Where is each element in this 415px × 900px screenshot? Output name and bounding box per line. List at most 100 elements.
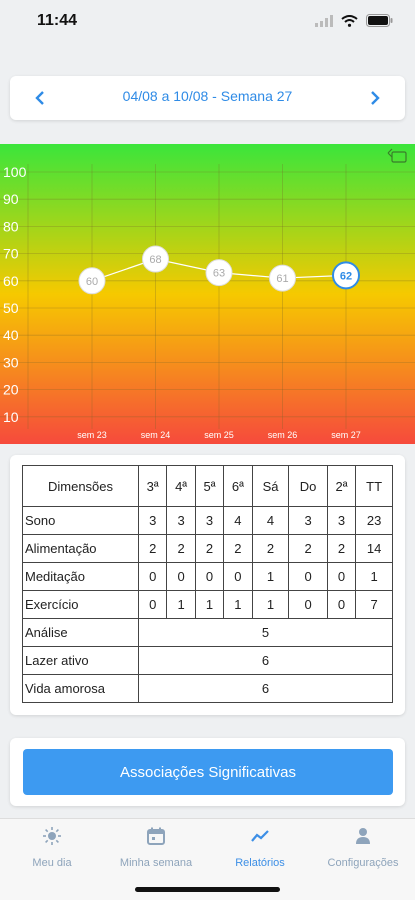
table-cell: 0 [194, 562, 225, 591]
row-label: Meditação [22, 562, 139, 591]
tab-meu-dia[interactable]: Meu dia [2, 825, 102, 869]
dimensions-card: Dimensões 3ª 4ª 5ª 6ª Sá Do 2ª TT Sono 3… [10, 455, 405, 715]
chevron-left-icon [35, 91, 44, 105]
home-indicator [135, 887, 280, 892]
table-cell: 2 [251, 534, 290, 563]
wifi-icon [341, 14, 358, 32]
data-point[interactable] [332, 261, 360, 290]
x-tick-label: sem 27 [331, 430, 361, 440]
week-navigator: 04/08 a 10/08 - Semana 27 [10, 76, 405, 120]
day-header: 3ª [137, 465, 168, 507]
data-point[interactable] [269, 264, 296, 292]
table-row: Sono 3 3 3 4 4 3 3 23 [22, 506, 393, 535]
table-cell: 0 [137, 562, 168, 591]
table-cell: 1 [251, 590, 290, 619]
dimensions-table: Dimensões 3ª 4ª 5ª 6ª Sá Do 2ª TT Sono 3… [22, 465, 393, 703]
data-label: 62 [340, 270, 352, 282]
table-cell: 2 [166, 534, 196, 563]
tab-relatorios[interactable]: Relatórios [210, 825, 310, 869]
next-week-button[interactable] [353, 76, 397, 120]
status-bar: 11:44 [0, 0, 415, 46]
y-tick-label: 30 [3, 354, 19, 370]
dimensions-header: Dimensões [22, 465, 139, 507]
y-tick-label: 70 [3, 246, 19, 262]
tab-minha-semana[interactable]: Minha semana [106, 825, 206, 869]
row-label: Exercício [22, 590, 139, 619]
table-cell: 0 [326, 562, 357, 591]
table-cell: 0 [288, 562, 328, 591]
tab-configuracoes[interactable]: Configurações [313, 825, 413, 869]
row-label: Sono [22, 506, 139, 535]
data-label: 63 [213, 268, 225, 280]
day-header: Do [288, 465, 328, 507]
row-label: Lazer ativo [22, 646, 139, 675]
table-cell: 1 [194, 590, 225, 619]
weekly-value-cell: 6 [138, 674, 393, 703]
table-cell: 1 [355, 562, 393, 591]
chart-svg: 10 20 30 40 50 60 70 80 90 100 sem 23 sem 24 sem 25… [0, 144, 415, 444]
table-cell: 2 [326, 534, 357, 563]
calendar-icon [106, 825, 206, 847]
table-row: Análise 5 [22, 618, 393, 647]
table-cell: 7 [355, 590, 393, 619]
tab-label: Relatórios [235, 857, 285, 869]
tab-bar: Meu dia Minha semana Relatórios Configur… [0, 818, 415, 900]
y-tick-label: 40 [3, 327, 19, 343]
table-cell: 3 [288, 506, 328, 535]
weekly-value-cell: 5 [138, 618, 393, 647]
weekly-value-cell: 6 [138, 646, 393, 675]
data-label: 61 [276, 273, 288, 285]
data-point[interactable] [142, 245, 169, 273]
y-tick-label: 60 [3, 273, 19, 289]
table-cell: 1 [251, 562, 290, 591]
total-header: TT [355, 465, 393, 507]
rotate-screen-icon[interactable] [387, 148, 407, 163]
status-icons [315, 14, 393, 32]
table-cell: 14 [355, 534, 393, 563]
x-tick-label: sem 25 [204, 430, 234, 440]
table-cell: 0 [166, 562, 196, 591]
data-label: 60 [86, 276, 98, 288]
y-tick-label: 50 [3, 300, 19, 316]
data-point[interactable] [78, 267, 106, 295]
table-row: Vida amorosa 6 [22, 674, 393, 703]
data-point[interactable] [205, 259, 233, 287]
table-header-row: Dimensões 3ª 4ª 5ª 6ª Sá Do 2ª TT [22, 465, 393, 507]
table-row: Exercício 0 1 1 1 1 0 0 7 [22, 590, 393, 619]
table-cell: 4 [223, 506, 253, 535]
person-icon [313, 825, 413, 847]
table-row: Meditação 0 0 0 0 1 0 0 1 [22, 562, 393, 591]
previous-week-button[interactable] [18, 76, 62, 120]
y-tick-label: 100 [3, 164, 27, 180]
row-label: Alimentação [22, 534, 139, 563]
x-tick-label: sem 26 [268, 430, 298, 440]
associations-card: Associações Significativas [10, 738, 405, 806]
table-cell: 0 [223, 562, 253, 591]
table-cell: 23 [355, 506, 393, 535]
table-cell: 3 [326, 506, 357, 535]
week-label: 04/08 a 10/08 - Semana 27 [122, 88, 293, 104]
y-tick-label: 20 [3, 382, 19, 398]
signal-icon [315, 14, 333, 32]
table-cell: 3 [194, 506, 225, 535]
table-cell: 2 [194, 534, 225, 563]
day-header: 6ª [223, 465, 253, 507]
battery-icon [366, 14, 393, 32]
table-cell: 3 [137, 506, 168, 535]
table-cell: 1 [166, 590, 196, 619]
table-cell: 1 [223, 590, 253, 619]
table-cell: 2 [137, 534, 168, 563]
y-tick-label: 10 [3, 409, 19, 425]
day-header: 4ª [166, 465, 196, 507]
table-cell: 0 [137, 590, 168, 619]
day-header: Sá [251, 465, 290, 507]
table-cell: 4 [251, 506, 290, 535]
x-tick-label: sem 23 [77, 430, 107, 440]
status-time: 11:44 [37, 12, 78, 29]
sun-icon [2, 825, 102, 847]
day-header: 5ª [194, 465, 225, 507]
table-row: Alimentação 2 2 2 2 2 2 2 14 [22, 534, 393, 563]
associations-button[interactable]: Associações Significativas [23, 749, 393, 795]
y-tick-label: 90 [3, 191, 19, 207]
line-chart-icon [210, 825, 310, 847]
